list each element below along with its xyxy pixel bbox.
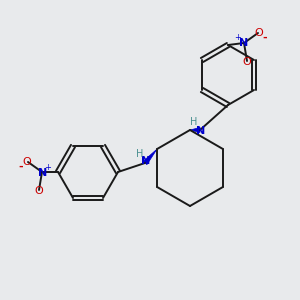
- Text: N: N: [239, 38, 249, 48]
- Text: O: O: [255, 28, 263, 38]
- Text: +: +: [45, 163, 51, 172]
- Text: +: +: [235, 34, 242, 43]
- Text: H: H: [136, 149, 144, 159]
- Polygon shape: [190, 128, 200, 133]
- Text: N: N: [38, 168, 48, 178]
- Text: N: N: [141, 156, 151, 166]
- Text: N: N: [196, 126, 206, 136]
- Text: O: O: [22, 157, 32, 167]
- Polygon shape: [143, 149, 157, 165]
- Text: O: O: [34, 186, 43, 196]
- Text: -: -: [19, 162, 23, 172]
- Text: O: O: [243, 57, 251, 67]
- Text: -: -: [263, 33, 267, 43]
- Text: H: H: [190, 117, 198, 127]
